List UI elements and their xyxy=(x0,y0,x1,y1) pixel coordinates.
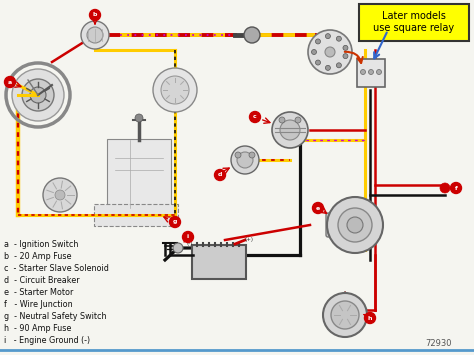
FancyBboxPatch shape xyxy=(359,4,469,41)
FancyBboxPatch shape xyxy=(107,139,171,209)
Circle shape xyxy=(182,231,193,242)
Circle shape xyxy=(173,243,183,253)
Text: Later models
use square relay: Later models use square relay xyxy=(374,11,455,33)
FancyBboxPatch shape xyxy=(94,204,178,226)
Text: e: e xyxy=(316,206,320,211)
Text: (-): (-) xyxy=(187,241,193,246)
Circle shape xyxy=(365,312,375,323)
Circle shape xyxy=(30,87,46,103)
Circle shape xyxy=(376,70,382,75)
Circle shape xyxy=(279,117,285,123)
FancyBboxPatch shape xyxy=(192,245,246,279)
Circle shape xyxy=(280,120,300,140)
FancyBboxPatch shape xyxy=(357,59,385,87)
Text: d  - Circuit Breaker: d - Circuit Breaker xyxy=(4,276,80,285)
Text: d: d xyxy=(218,173,222,178)
Circle shape xyxy=(311,49,317,55)
Text: i: i xyxy=(187,235,189,240)
Circle shape xyxy=(440,183,450,193)
Circle shape xyxy=(368,70,374,75)
Circle shape xyxy=(323,293,367,337)
Text: g  - Neutral Safety Switch: g - Neutral Safety Switch xyxy=(4,312,107,321)
Circle shape xyxy=(326,34,330,39)
Circle shape xyxy=(343,54,348,59)
Text: h: h xyxy=(368,316,372,321)
Text: a: a xyxy=(8,80,12,84)
Text: h  - 90 Amp Fuse: h - 90 Amp Fuse xyxy=(4,324,72,333)
Text: a  - Ignition Switch: a - Ignition Switch xyxy=(4,240,78,249)
Text: f: f xyxy=(455,186,457,191)
Circle shape xyxy=(450,182,462,193)
Circle shape xyxy=(153,68,197,112)
Circle shape xyxy=(249,111,261,122)
Circle shape xyxy=(22,79,54,111)
Circle shape xyxy=(308,30,352,74)
Circle shape xyxy=(316,39,320,44)
Text: c: c xyxy=(253,115,257,120)
Circle shape xyxy=(316,60,320,65)
Text: i   - Engine Ground (-): i - Engine Ground (-) xyxy=(4,336,90,345)
Text: b  - 20 Amp Fuse: b - 20 Amp Fuse xyxy=(4,252,72,261)
Circle shape xyxy=(231,146,259,174)
Circle shape xyxy=(337,63,341,68)
Circle shape xyxy=(343,45,348,50)
Circle shape xyxy=(244,27,260,43)
Circle shape xyxy=(361,70,365,75)
Circle shape xyxy=(327,197,383,253)
Circle shape xyxy=(4,76,16,87)
Circle shape xyxy=(161,76,189,104)
Text: g: g xyxy=(173,219,177,224)
Circle shape xyxy=(87,27,103,43)
Circle shape xyxy=(312,202,323,213)
Text: c  - Starter Slave Solenoid: c - Starter Slave Solenoid xyxy=(4,264,109,273)
Circle shape xyxy=(237,152,253,168)
Circle shape xyxy=(295,117,301,123)
Circle shape xyxy=(338,208,372,242)
Circle shape xyxy=(326,65,330,70)
Text: b: b xyxy=(93,12,97,17)
Text: e  - Starter Motor: e - Starter Motor xyxy=(4,288,73,297)
Circle shape xyxy=(249,152,255,158)
Text: (+): (+) xyxy=(245,237,254,242)
Circle shape xyxy=(55,190,65,200)
Circle shape xyxy=(347,217,363,233)
Circle shape xyxy=(337,36,341,41)
Circle shape xyxy=(331,301,359,329)
Circle shape xyxy=(170,217,181,228)
Text: f   - Wire Junction: f - Wire Junction xyxy=(4,300,73,309)
Circle shape xyxy=(43,178,77,212)
Circle shape xyxy=(325,47,335,57)
Circle shape xyxy=(90,10,100,21)
Circle shape xyxy=(272,112,308,148)
Circle shape xyxy=(235,152,241,158)
Circle shape xyxy=(81,21,109,49)
Text: 72930: 72930 xyxy=(425,339,452,348)
FancyBboxPatch shape xyxy=(326,213,360,237)
Circle shape xyxy=(135,114,143,122)
Circle shape xyxy=(215,169,226,180)
Circle shape xyxy=(12,69,64,121)
